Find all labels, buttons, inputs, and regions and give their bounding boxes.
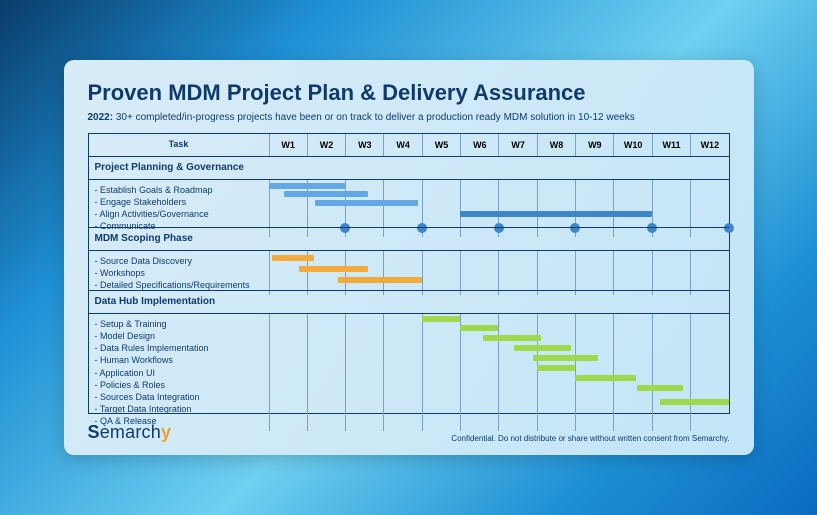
slide-subtitle: 2022: 30+ completed/in-progress projects…: [88, 112, 730, 123]
grid-cell: [498, 314, 536, 431]
grid-cell: [537, 251, 575, 295]
week-header: W5: [422, 134, 460, 156]
task-label: Establish Goals & Roadmap: [95, 184, 263, 196]
week-header: W8: [537, 134, 575, 156]
grid-cell: [652, 251, 690, 295]
week-header: W10: [613, 134, 651, 156]
grid-cell: [537, 314, 575, 431]
week-header: W1: [269, 134, 307, 156]
task-label: Setup & Training: [95, 318, 263, 330]
grid-cell: [307, 314, 345, 431]
week-header: W2: [307, 134, 345, 156]
week-header: W4: [383, 134, 421, 156]
task-label: Data Rules Implementation: [95, 342, 263, 354]
grid-cell: [498, 251, 536, 295]
grid-cell: [460, 314, 498, 431]
grid-cell: [307, 251, 345, 295]
grid-cell: [345, 251, 383, 295]
task-label: Application UI: [95, 367, 263, 379]
subtitle-text: 30+ completed/in-progress projects have …: [116, 112, 635, 123]
task-label: Policies & Roles: [95, 379, 263, 391]
grid-cell: [690, 314, 728, 431]
task-list: Source Data DiscoveryWorkshopsDetailed S…: [89, 251, 269, 295]
week-header: W6: [460, 134, 498, 156]
task-label: Target Data Integration: [95, 403, 263, 415]
subtitle-year: 2022:: [88, 112, 114, 123]
grid-cell: [383, 251, 421, 295]
slide-card: Proven MDM Project Plan & Delivery Assur…: [64, 60, 754, 455]
task-list: Setup & TrainingModel DesignData Rules I…: [89, 314, 269, 431]
week-header: W9: [575, 134, 613, 156]
section-label: Data Hub Implementation: [89, 291, 729, 313]
grid-cell: [422, 251, 460, 295]
task-label: QA & Release: [95, 415, 263, 427]
section-body: Setup & TrainingModel DesignData Rules I…: [89, 313, 729, 413]
gantt-header-row: TaskW1W2W3W4W5W6W7W8W9W10W11W12: [89, 134, 729, 156]
grid-cell: [613, 314, 651, 431]
week-header: W3: [345, 134, 383, 156]
section-row: MDM Scoping Phase: [89, 227, 729, 250]
task-label: Sources Data Integration: [95, 391, 263, 403]
grid-cell: [613, 251, 651, 295]
grid-cell: [383, 314, 421, 431]
task-label: Source Data Discovery: [95, 255, 263, 267]
grid-cell: [652, 314, 690, 431]
grid-cell: [460, 251, 498, 295]
week-header: W11: [652, 134, 690, 156]
task-label: Workshops: [95, 267, 263, 279]
task-header: Task: [89, 134, 269, 156]
section-label: Project Planning & Governance: [89, 157, 729, 179]
section-row: Data Hub Implementation: [89, 290, 729, 313]
task-label: Model Design: [95, 330, 263, 342]
task-label: Align Activities/Governance: [95, 208, 263, 220]
section-row: Project Planning & Governance: [89, 156, 729, 179]
grid-cell: [575, 251, 613, 295]
task-label: Engage Stakeholders: [95, 196, 263, 208]
task-label: Human Workflows: [95, 354, 263, 366]
section-body: Source Data DiscoveryWorkshopsDetailed S…: [89, 250, 729, 290]
grid-cell: [690, 251, 728, 295]
grid-cell: [269, 314, 307, 431]
slide-title: Proven MDM Project Plan & Delivery Assur…: [88, 80, 730, 106]
week-header: W12: [690, 134, 728, 156]
section-label: MDM Scoping Phase: [89, 228, 729, 250]
grid-cell: [269, 251, 307, 295]
grid-cell: [345, 314, 383, 431]
grid-cell: [575, 314, 613, 431]
section-body: Establish Goals & RoadmapEngage Stakehol…: [89, 179, 729, 227]
week-header: W7: [498, 134, 536, 156]
grid-cell: [422, 314, 460, 431]
gantt-chart: TaskW1W2W3W4W5W6W7W8W9W10W11W12Project P…: [88, 133, 730, 414]
confidential-note: Confidential. Do not distribute or share…: [451, 434, 729, 443]
